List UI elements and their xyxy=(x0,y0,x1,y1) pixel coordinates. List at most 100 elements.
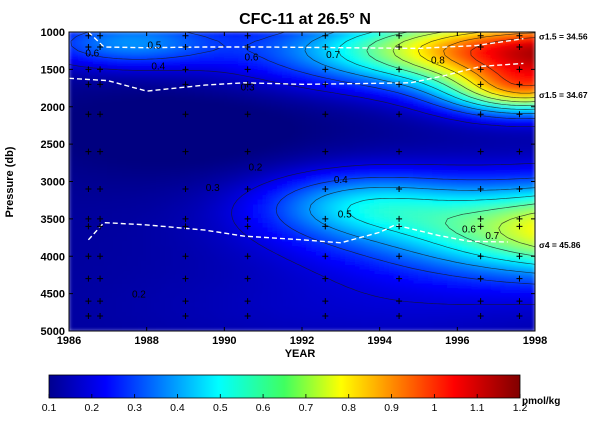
field-cell xyxy=(296,218,303,225)
field-cell xyxy=(490,166,497,173)
field-cell xyxy=(209,148,216,155)
field-cell xyxy=(461,264,468,271)
field-cell xyxy=(184,208,191,215)
field-cell xyxy=(403,222,410,229)
field-cell xyxy=(354,204,361,211)
field-cell xyxy=(257,120,264,127)
field-cell xyxy=(277,68,284,75)
field-cell xyxy=(238,129,245,136)
field-cell xyxy=(325,260,332,267)
field-cell xyxy=(369,82,376,89)
field-cell xyxy=(160,260,167,267)
field-cell xyxy=(398,241,405,248)
field-cell xyxy=(432,134,439,141)
field-cell xyxy=(349,78,356,84)
field-cell xyxy=(150,54,157,61)
field-cell xyxy=(218,143,225,150)
field-cell xyxy=(218,120,225,127)
field-cell xyxy=(286,134,293,141)
field-cell xyxy=(306,73,313,80)
field-cell xyxy=(301,82,308,89)
field-cell xyxy=(160,50,167,56)
field-cell xyxy=(388,208,395,215)
field-cell xyxy=(359,190,366,197)
field-cell xyxy=(432,115,439,122)
field-cell xyxy=(495,260,502,267)
field-cell xyxy=(150,260,157,267)
field-cell xyxy=(408,199,415,206)
field-cell xyxy=(180,64,187,70)
field-cell xyxy=(451,101,458,108)
field-cell xyxy=(112,134,119,141)
field-cell xyxy=(116,246,123,253)
field-cell xyxy=(204,162,211,169)
field-cell xyxy=(359,134,366,141)
field-cell xyxy=(150,171,157,178)
field-cell xyxy=(481,59,488,66)
field-cell xyxy=(529,87,535,94)
field-cell xyxy=(374,68,381,75)
field-cell xyxy=(160,166,167,173)
field-cell xyxy=(374,120,381,127)
field-cell xyxy=(238,59,245,66)
field-cell xyxy=(505,264,512,271)
field-cell xyxy=(141,166,148,173)
field-cell xyxy=(257,87,264,94)
field-cell xyxy=(422,134,429,141)
field-cell xyxy=(315,176,323,183)
field-cell xyxy=(73,222,80,229)
field-cell xyxy=(194,45,201,52)
field-cell xyxy=(141,260,148,267)
field-cell xyxy=(102,246,109,253)
field-cell xyxy=(524,54,531,61)
field-cell xyxy=(432,148,439,155)
field-cell xyxy=(311,241,318,248)
field-cell xyxy=(514,250,522,257)
field-cell xyxy=(413,162,420,169)
field-cell xyxy=(82,143,90,150)
field-cell xyxy=(102,36,109,42)
field-cell xyxy=(243,124,250,131)
field-cell xyxy=(286,106,293,113)
field-cell xyxy=(126,241,133,248)
field-cell xyxy=(330,110,337,117)
field-cell xyxy=(500,218,507,225)
field-cell xyxy=(272,106,279,113)
field-cell xyxy=(131,82,138,89)
field-cell xyxy=(456,59,463,66)
field-cell xyxy=(238,96,245,103)
field-cell xyxy=(437,54,444,61)
field-cell xyxy=(214,166,221,173)
field-cell xyxy=(194,180,201,187)
field-cell xyxy=(252,50,259,56)
field-cell xyxy=(510,143,517,150)
field-cell xyxy=(495,171,502,178)
field-cell xyxy=(194,134,201,141)
field-cell xyxy=(393,176,400,183)
field-cell xyxy=(451,269,458,276)
field-cell xyxy=(364,45,371,52)
field-cell xyxy=(403,190,410,197)
field-cell xyxy=(461,269,468,276)
field-cell xyxy=(214,129,221,136)
field-cell xyxy=(291,59,298,66)
field-cell xyxy=(170,218,177,225)
field-cell xyxy=(277,92,284,98)
field-cell xyxy=(427,120,434,127)
field-cell xyxy=(485,96,492,103)
field-cell xyxy=(218,236,225,243)
field-cell xyxy=(519,194,526,201)
field-cell xyxy=(223,115,230,122)
field-cell xyxy=(461,45,468,52)
field-cell xyxy=(335,204,342,211)
field-cell xyxy=(379,96,386,103)
field-cell xyxy=(369,269,376,276)
field-cell xyxy=(107,236,114,243)
field-cell xyxy=(340,68,347,75)
field-cell xyxy=(102,64,109,70)
field-cell xyxy=(413,40,420,47)
field-cell xyxy=(383,73,390,80)
field-cell xyxy=(359,176,366,183)
field-cell xyxy=(131,246,138,253)
field-cell xyxy=(485,232,492,239)
